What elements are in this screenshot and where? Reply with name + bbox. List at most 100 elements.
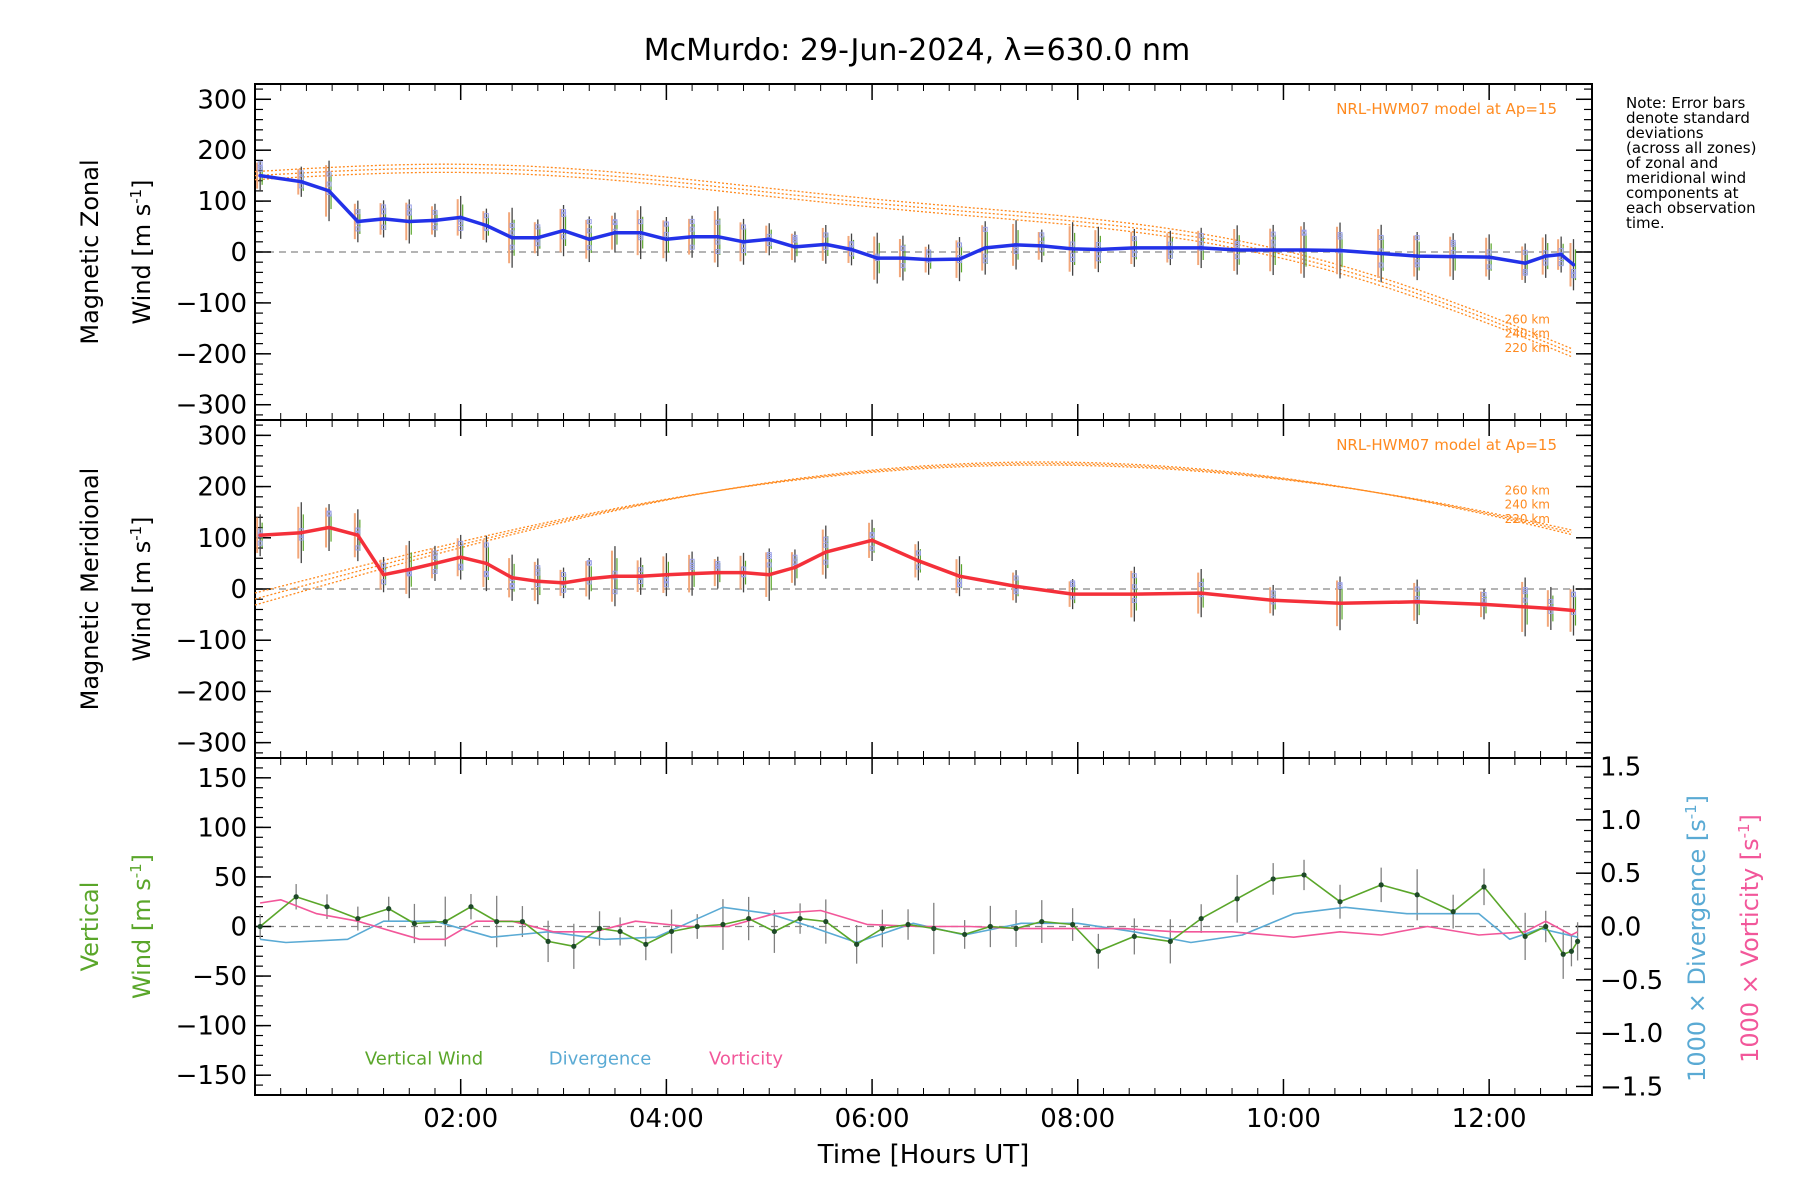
meridional-data-point: [690, 571, 694, 576]
zone-sample-marker: [741, 248, 747, 254]
zone-sample-marker: [1414, 262, 1420, 268]
meridional-data-point: [957, 574, 962, 578]
zone-sample-marker: [1481, 591, 1487, 597]
zone-sample-marker: [1414, 586, 1420, 592]
vertical-wind-point: [1039, 918, 1045, 925]
vertical-wind-point: [617, 928, 623, 935]
vertical-wind-point: [1337, 899, 1343, 905]
divergence-axis-label: 1000 × Divergence [s-1]: [1682, 795, 1711, 1082]
vertical-wind-point: [797, 915, 803, 922]
zone-sample-marker: [900, 263, 906, 269]
zone-sample-marker: [432, 209, 438, 215]
vertical-wind-point: [1522, 933, 1528, 940]
vertical-wind-point: [355, 915, 361, 922]
zone-sample-marker: [823, 232, 829, 238]
zone-sample-marker: [535, 224, 541, 230]
zonal-data-point: [1451, 254, 1455, 259]
vertical-wind-point: [771, 928, 777, 935]
zone-sample-marker: [982, 258, 988, 264]
zone-sample-marker: [869, 545, 875, 551]
zone-sample-marker: [1039, 232, 1045, 238]
zone-sample-marker: [381, 224, 387, 230]
vertical-wind-point: [1167, 938, 1173, 944]
zone-sample-marker: [1486, 249, 1492, 255]
zonal-data-point: [1014, 243, 1018, 247]
vertical-wind-point: [905, 921, 911, 928]
zone-sample-marker: [900, 245, 906, 251]
zone-sample-marker: [715, 563, 721, 569]
legend-item-vertical-wind: Vertical Wind: [365, 1048, 483, 1069]
y-tick-label: −50: [192, 962, 247, 992]
vertical-wind-point: [1378, 882, 1384, 888]
zone-sample-marker: [298, 183, 304, 189]
y-tick-label: −100: [176, 626, 247, 656]
zone-sample-marker: [458, 225, 464, 231]
zone-sample-marker: [792, 554, 798, 560]
zonal-data-point: [849, 247, 854, 252]
vertical-wind-point: [1070, 921, 1076, 928]
zone-sample-marker: [689, 558, 695, 564]
zone-sample-marker: [298, 170, 304, 176]
meridional-data-point: [613, 574, 617, 578]
y-tick-label: 100: [197, 813, 247, 843]
meridional-data-point: [510, 575, 514, 580]
vertical-wind-point: [494, 918, 500, 925]
zone-sample-marker: [956, 242, 962, 248]
zone-sample-marker: [381, 204, 387, 210]
zone-sample-marker: [982, 253, 988, 259]
meridional-data-point: [741, 570, 746, 575]
legend-item-divergence: Divergence: [549, 1048, 652, 1069]
zone-sample-marker: [1522, 597, 1528, 603]
zonal-ylabel-units: Wind [m s-1]: [127, 179, 156, 324]
model-curve-240km: [254, 167, 1572, 354]
model-altitude-label: 220 km: [1505, 512, 1550, 526]
vertical-wind-point: [1575, 938, 1581, 944]
y-tick-label: −100: [176, 1012, 247, 1042]
zone-sample-marker: [509, 230, 515, 236]
zone-sample-marker: [1070, 241, 1076, 247]
vertical-ylabel-units: Wind [m s-1]: [127, 854, 156, 999]
vertical-wind-point: [293, 894, 299, 900]
zone-sample-marker: [849, 251, 855, 257]
zonal-data-point: [587, 237, 592, 242]
zone-sample-marker: [1070, 256, 1076, 262]
zone-sample-marker: [1198, 581, 1204, 587]
zone-sample-marker: [257, 540, 263, 546]
model-curve-240km: [254, 462, 1572, 600]
zone-sample-marker: [561, 209, 567, 215]
zonal-data-point: [1302, 248, 1306, 252]
zone-sample-marker: [406, 210, 412, 216]
zonal-data-point: [1132, 246, 1137, 250]
zone-sample-marker: [1522, 270, 1528, 276]
zone-sample-marker: [326, 171, 332, 177]
x-tick-label: 12:00: [1452, 1104, 1527, 1134]
vertical-ylabel: Vertical: [76, 882, 104, 972]
zone-sample-marker: [257, 161, 263, 167]
zone-sample-marker: [638, 567, 644, 573]
zone-sample-marker: [1131, 584, 1137, 590]
meridional-data-point: [1070, 592, 1075, 596]
zone-sample-marker: [612, 589, 618, 595]
zonal-data-point: [484, 223, 489, 228]
zone-sample-marker: [1234, 240, 1240, 246]
y-tick-label: −200: [176, 677, 247, 707]
vertical-wind-point: [823, 918, 829, 925]
chart-title: McMurdo: 29-Jun-2024, λ=630.0 nm: [644, 33, 1190, 68]
zone-sample-marker: [715, 249, 721, 255]
zonal-data-point: [356, 219, 360, 224]
meridional-data-point: [916, 559, 921, 563]
vertical-wind-point: [545, 938, 551, 944]
zone-sample-marker: [956, 579, 962, 585]
vertical-wind-point: [854, 941, 860, 947]
meridional-data-point: [433, 561, 437, 566]
zonal-data-point: [716, 234, 720, 239]
y-tick-label: 100: [197, 187, 247, 217]
zone-sample-marker: [689, 218, 695, 224]
zone-sample-marker: [689, 226, 695, 232]
x-tick-label: 06:00: [835, 1104, 910, 1134]
zonal-data-point: [1039, 244, 1044, 248]
zone-sample-marker: [1013, 589, 1019, 595]
zonal-data-point: [1199, 246, 1203, 250]
zone-sample-marker: [915, 564, 921, 570]
